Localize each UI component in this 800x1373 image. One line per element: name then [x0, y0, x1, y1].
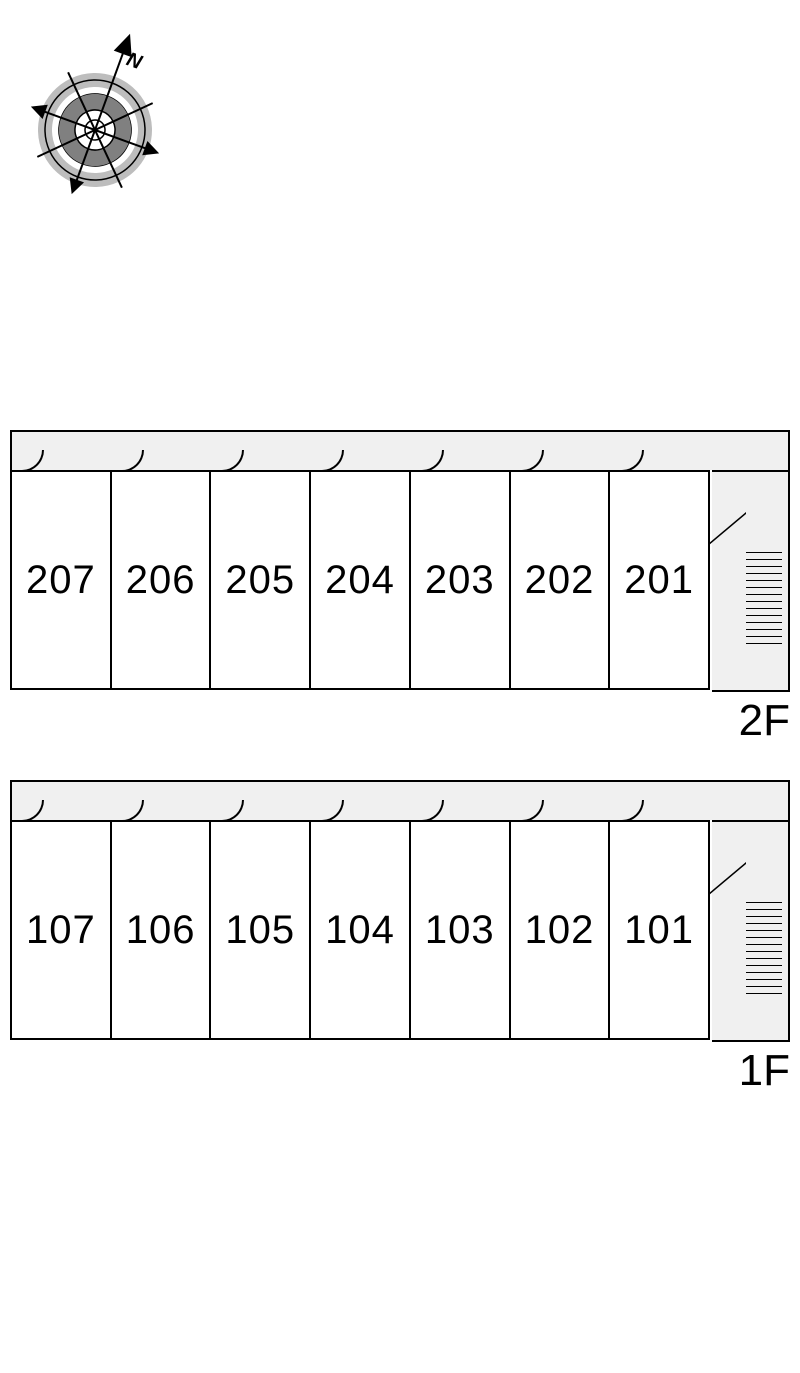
corridor-1f [10, 780, 790, 820]
floor-label-2f: 2F [739, 696, 790, 746]
unit-label: 101 [624, 908, 694, 953]
unit-label: 205 [225, 558, 295, 603]
unit-103: 103 [411, 822, 511, 1038]
unit-label: 102 [525, 908, 595, 953]
floor-label-1f: 1F [739, 1046, 790, 1096]
unit-label: 103 [425, 908, 495, 953]
unit-label: 207 [26, 558, 96, 603]
unit-label: 104 [325, 908, 395, 953]
units-row-1f: 107 106 105 104 103 102 101 [10, 820, 710, 1040]
stair-1f [712, 820, 790, 1042]
unit-label: 201 [624, 558, 694, 603]
compass-rose: N [20, 20, 180, 200]
unit-203: 203 [411, 472, 511, 688]
floor-plan-1f: 107 106 105 104 103 102 101 [10, 780, 790, 1040]
units-row-2f: 207 206 205 204 203 202 201 [10, 470, 710, 690]
unit-105: 105 [211, 822, 311, 1038]
unit-label: 202 [525, 558, 595, 603]
unit-201: 201 [610, 472, 708, 688]
floor-plan-2f: 207 206 205 204 203 202 201 [10, 430, 790, 690]
unit-204: 204 [311, 472, 411, 688]
corridor-2f [10, 430, 790, 470]
unit-label: 107 [26, 908, 96, 953]
unit-label: 204 [325, 558, 395, 603]
unit-207: 207 [12, 472, 112, 688]
unit-205: 205 [211, 472, 311, 688]
unit-label: 203 [425, 558, 495, 603]
unit-101: 101 [610, 822, 708, 1038]
unit-107: 107 [12, 822, 112, 1038]
unit-label: 105 [225, 908, 295, 953]
unit-106: 106 [112, 822, 212, 1038]
unit-102: 102 [511, 822, 611, 1038]
unit-104: 104 [311, 822, 411, 1038]
unit-label: 106 [126, 908, 196, 953]
unit-label: 206 [126, 558, 196, 603]
stair-2f [712, 470, 790, 692]
unit-202: 202 [511, 472, 611, 688]
unit-206: 206 [112, 472, 212, 688]
